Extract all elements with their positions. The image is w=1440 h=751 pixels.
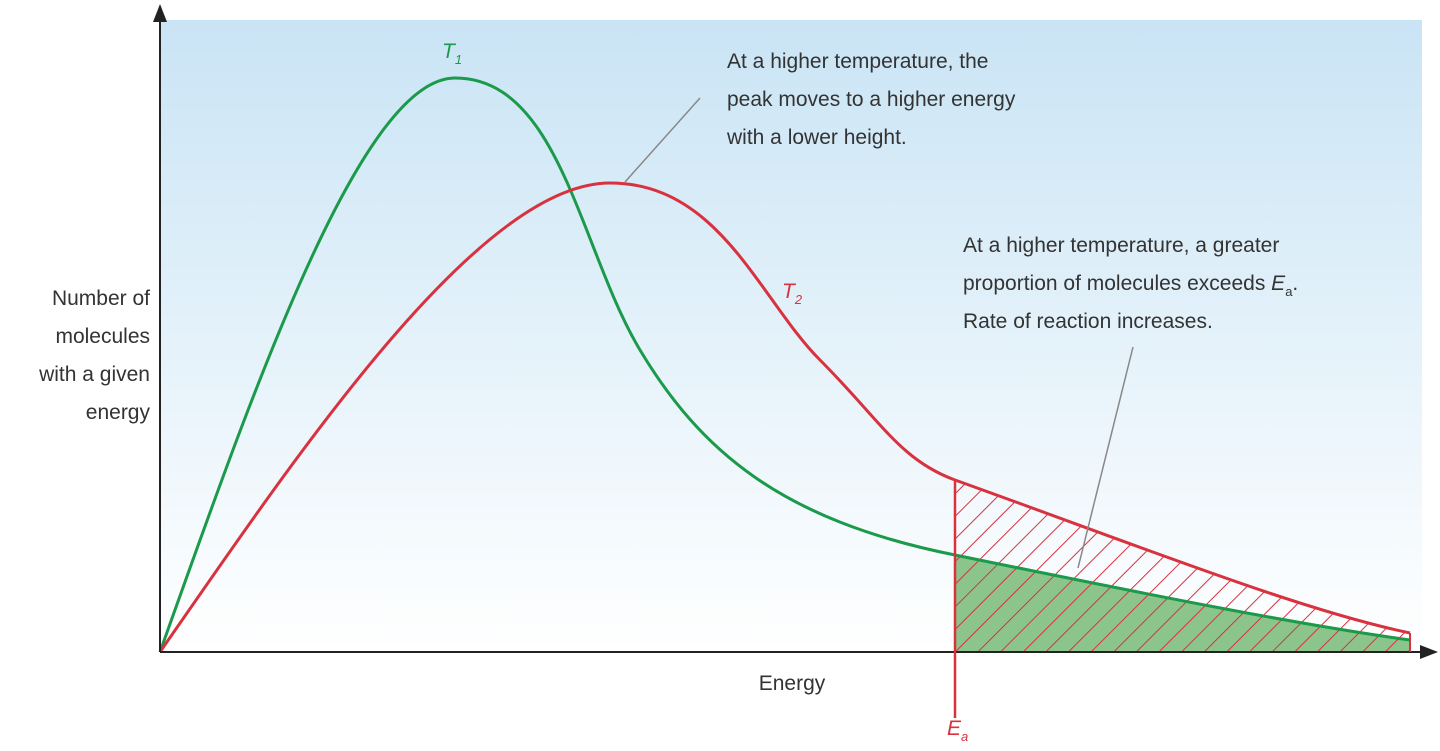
symbol: E [947, 717, 962, 740]
annotation: with a lower height. [726, 126, 907, 149]
annotation: peak moves to a higher energy [727, 88, 1016, 111]
annotation-text: proportion of molecules exceeds [963, 272, 1271, 295]
symbol: T [442, 40, 457, 63]
symbol: E [1271, 272, 1286, 295]
y-axis-label: molecules [55, 325, 150, 348]
curve-label: T2 [782, 280, 803, 307]
plot-background [160, 20, 1422, 652]
ea-label: Ea [947, 717, 968, 744]
subscript: 1 [455, 52, 462, 67]
subscript: a [1285, 284, 1293, 299]
pointer [624, 97, 701, 183]
curve-t2 [158, 181, 1411, 653]
curve-t1 [158, 76, 1411, 653]
x-axis-label: Energy [759, 672, 826, 695]
y-axis-label: energy [86, 401, 151, 424]
x-arrow [1420, 645, 1438, 659]
annotation: Rate of reaction increases. [963, 310, 1213, 333]
subscript: a [961, 729, 968, 744]
curve-label: T1 [442, 40, 462, 67]
annotation: proportion of molecules exceeds Ea. [963, 272, 1298, 299]
pointer [1077, 346, 1134, 569]
annotation: At a higher temperature, a greater [963, 234, 1279, 257]
symbol: T [782, 280, 797, 303]
annotation-text: . [1292, 272, 1298, 295]
y-axis-label: Number of [52, 287, 150, 310]
hatched-area [955, 480, 1410, 652]
annotation: At a higher temperature, the [727, 50, 989, 73]
y-axis-label: with a given [38, 363, 150, 386]
subscript: 2 [794, 292, 803, 307]
y-arrow [153, 4, 167, 22]
